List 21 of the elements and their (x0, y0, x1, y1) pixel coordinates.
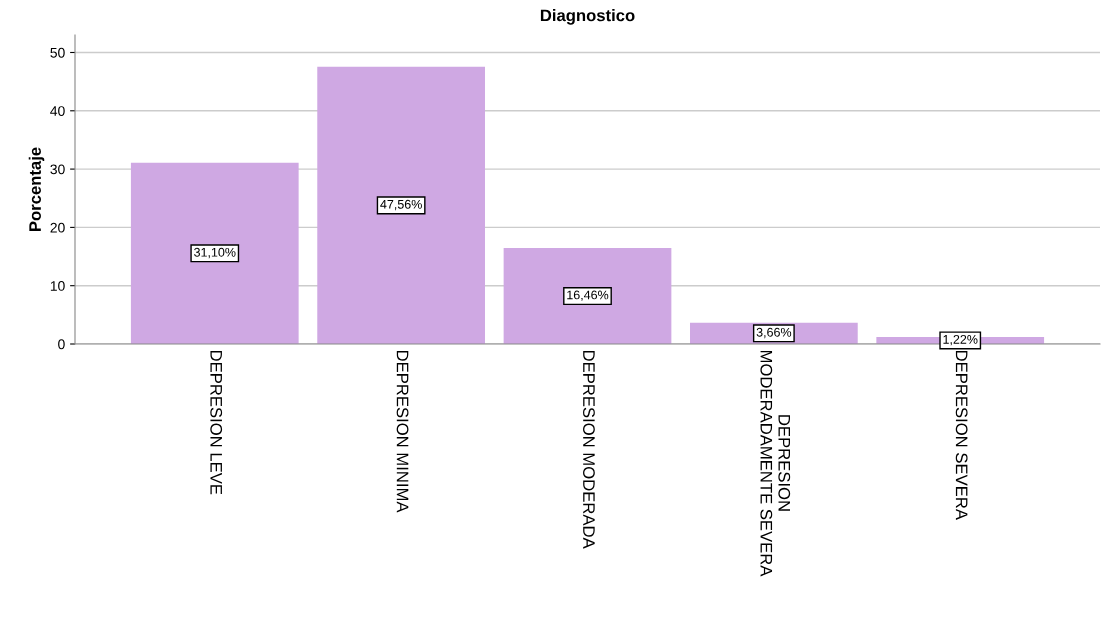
y-tick-label: 10 (50, 281, 65, 291)
chart-title: Diagnostico (540, 9, 635, 25)
data-label: 31,10% (194, 247, 236, 259)
x-tick-label: DEPRESION MODERADAMENTE SEVERA (760, 350, 791, 577)
data-label: 1,22% (943, 334, 978, 346)
bar (503, 248, 672, 344)
data-label: 16,46% (567, 290, 609, 301)
y-tick-label: 40 (50, 106, 65, 116)
bar (130, 162, 299, 344)
y-axis-title: Porcentaje (28, 147, 45, 231)
bar (317, 66, 485, 344)
data-label: 3,66% (756, 327, 792, 339)
y-tick-label: 30 (50, 164, 65, 175)
data-label: 47,56% (380, 199, 422, 211)
x-tick-label: DEPRESION SEVERA (955, 350, 968, 520)
y-tick-label: 20 (50, 222, 65, 233)
y-tick-label: 0 (58, 339, 65, 350)
y-tick-label: 50 (50, 47, 65, 58)
x-tick-label: DEPRESION LEVE (210, 350, 223, 495)
x-tick-label: DEPRESION MINIMA (396, 350, 409, 513)
x-tick-label: DEPRESION MODERADA (583, 350, 595, 549)
